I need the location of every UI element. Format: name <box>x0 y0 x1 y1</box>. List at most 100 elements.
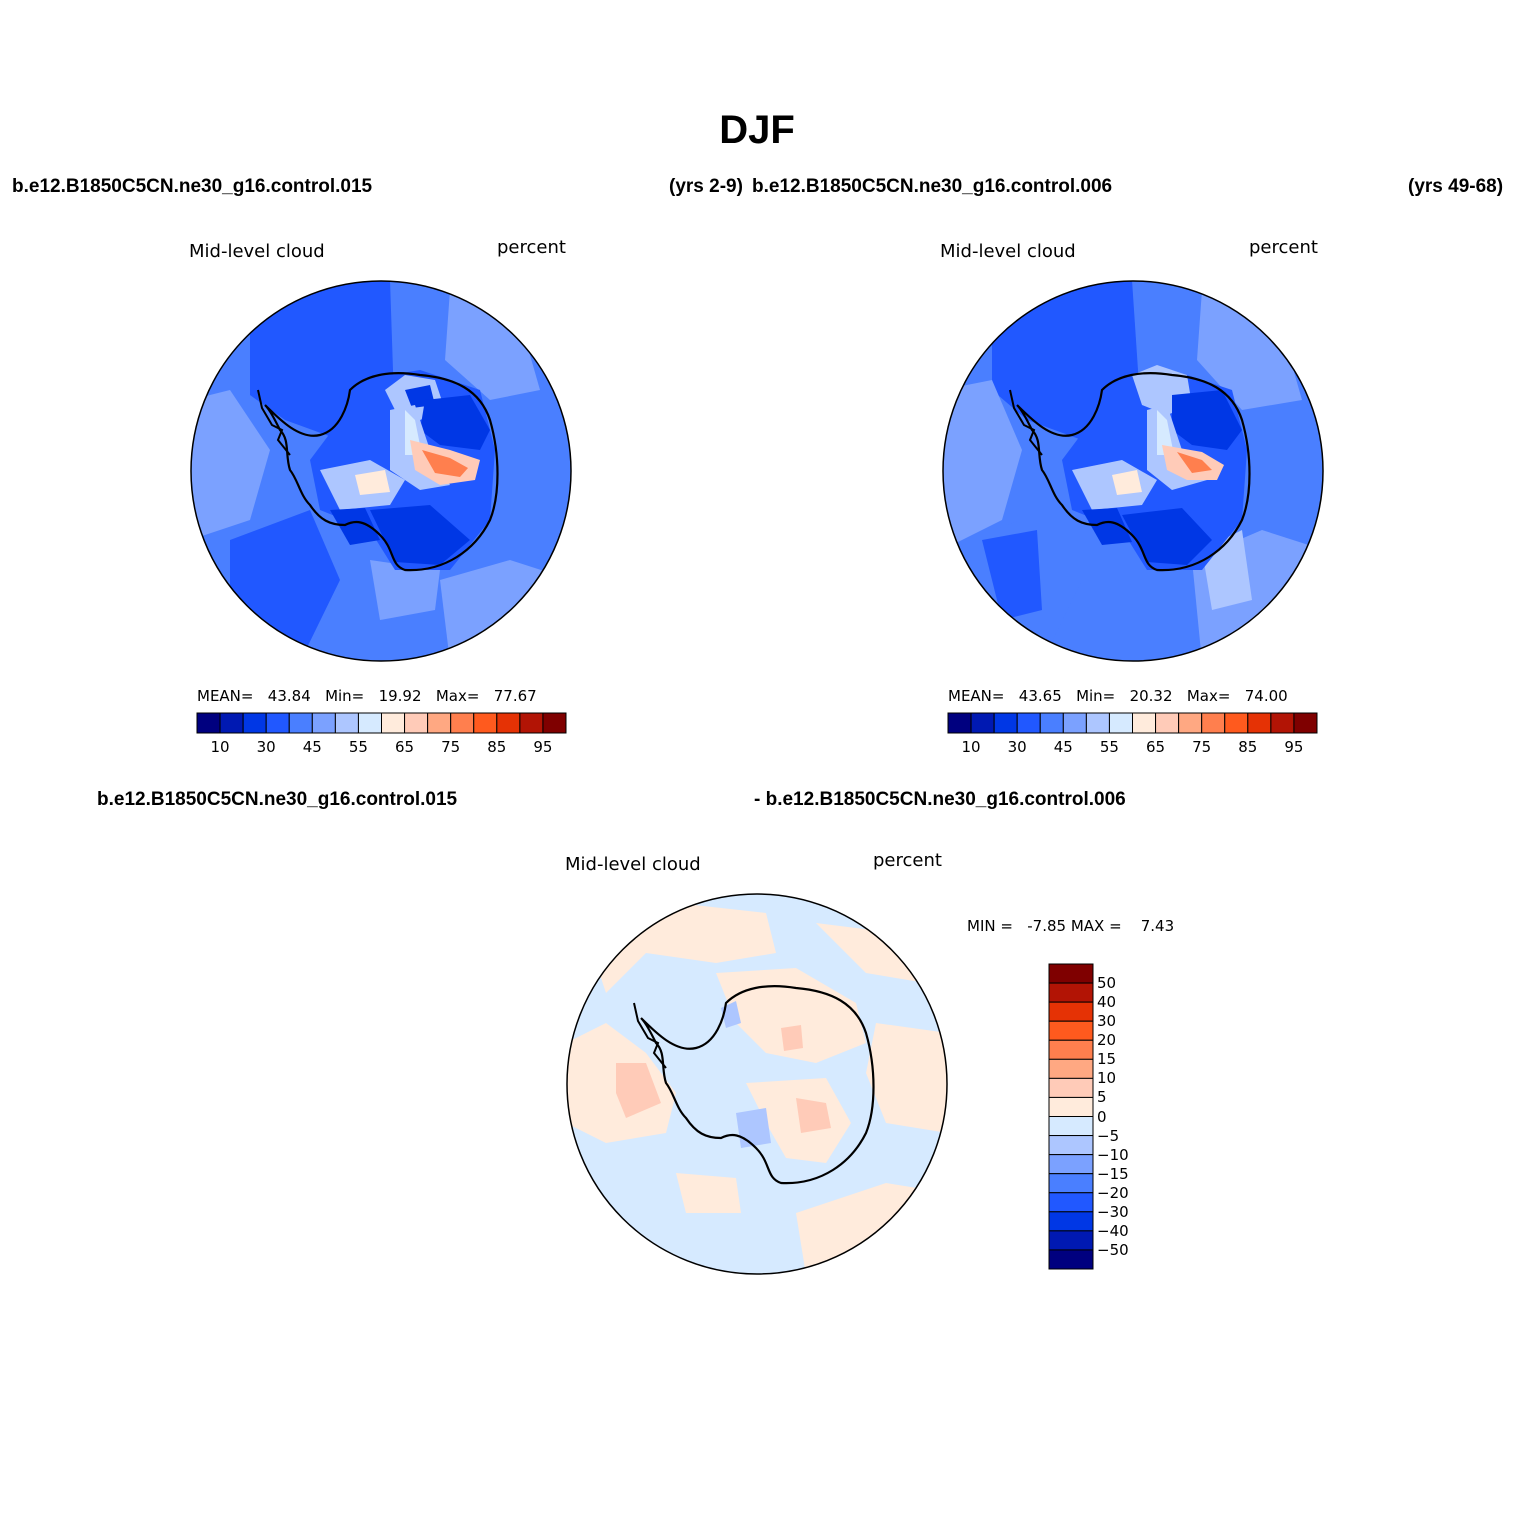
panel2-colorbar-label: 45 <box>1053 738 1073 756</box>
diff-colorbar-box <box>1048 1173 1094 1194</box>
diff-colorbar-label: 20 <box>1097 1031 1117 1050</box>
panel1-colorbar-box <box>473 712 498 734</box>
panel1-colorbar-box <box>196 712 221 734</box>
panel2-polar-map <box>942 280 1324 662</box>
panel2-colorbar-box <box>970 712 995 734</box>
panel1-units: percent <box>497 237 566 258</box>
panel2-min: 20.32 <box>1129 687 1173 705</box>
panel2-colorbar-label: 75 <box>1192 738 1212 756</box>
diff-colorbar-box <box>1048 1039 1094 1060</box>
panel1-colorbar-label: 65 <box>395 738 415 756</box>
panel1-polar-map <box>190 280 572 662</box>
diff-colorbar-box <box>1048 1211 1094 1232</box>
panel1-colorbar-box <box>404 712 429 734</box>
diff-colorbar-box <box>1048 982 1094 1003</box>
panel2-colorbar <box>947 712 1318 734</box>
panel1-colorbar-box <box>242 712 267 734</box>
panel1-min: 19.92 <box>378 687 422 705</box>
panel2-min-label: Min= <box>1076 687 1116 705</box>
panel2-colorbar-box <box>1062 712 1087 734</box>
panel2-colorbar-box <box>1132 712 1157 734</box>
diff-max-label: MAX = <box>1070 917 1122 935</box>
diff-colorbar-box <box>1048 1192 1094 1213</box>
diff-colorbar-box <box>1048 1058 1094 1079</box>
panel1-colorbar-label: 55 <box>348 738 368 756</box>
panel1-colorbar-label: 45 <box>302 738 322 756</box>
panel1-colorbar-box <box>496 712 521 734</box>
diff-case2-name: - b.e12.B1850C5CN.ne30_g16.control.006 <box>754 789 1126 810</box>
panel1-mean-label: MEAN= <box>197 687 254 705</box>
panel1-colorbar-box <box>519 712 544 734</box>
panel1-colorbar-label: 30 <box>256 738 276 756</box>
diff-colorbar-label: −15 <box>1097 1164 1129 1183</box>
panel1-colorbar-label: 75 <box>441 738 461 756</box>
panel1-colorbar-label: 85 <box>487 738 507 756</box>
case1-years: (yrs 2-9) <box>669 176 743 197</box>
diff-stats: MIN = -7.85 MAX = 7.43 <box>967 917 1174 935</box>
panel2-units: percent <box>1249 237 1318 258</box>
panel1-colorbar-box <box>265 712 290 734</box>
panel2-colorbar-label: 30 <box>1007 738 1027 756</box>
panel2-colorbar-box <box>1270 712 1295 734</box>
panel2-colorbar-box <box>1178 712 1203 734</box>
diff-polar-map <box>566 893 948 1275</box>
panel2-mean-label: MEAN= <box>948 687 1005 705</box>
diff-colorbar-label: −30 <box>1097 1202 1129 1221</box>
panel2-colorbar-label: 55 <box>1099 738 1119 756</box>
diff-colorbar-label: −5 <box>1097 1126 1120 1145</box>
diff-colorbar-label: 50 <box>1097 974 1117 993</box>
diff-min-label: MIN = <box>967 917 1013 935</box>
diff-colorbar-label: 10 <box>1097 1069 1117 1088</box>
diff-colorbar-box <box>1048 1230 1094 1251</box>
panel2-colorbar-box <box>1247 712 1272 734</box>
case1-name: b.e12.B1850C5CN.ne30_g16.control.015 <box>12 176 373 197</box>
panel1-max: 77.67 <box>493 687 537 705</box>
diff-colorbar-label: −20 <box>1097 1183 1129 1202</box>
panel2-variable: Mid-level cloud <box>940 241 1076 262</box>
panel2-colorbar-box <box>1016 712 1041 734</box>
case2-name: b.e12.B1850C5CN.ne30_g16.control.006 <box>752 176 1113 197</box>
panel2-colorbar-box <box>1201 712 1226 734</box>
panel1-variable: Mid-level cloud <box>189 241 325 262</box>
diff-colorbar-box <box>1048 1077 1094 1098</box>
panel2-mean: 43.65 <box>1018 687 1062 705</box>
panel2-colorbar-box <box>993 712 1018 734</box>
panel2-colorbar-label: 85 <box>1238 738 1258 756</box>
diff-units: percent <box>873 850 942 871</box>
diff-colorbar-box <box>1048 1096 1094 1117</box>
panel1-colorbar-box <box>219 712 244 734</box>
panel1-colorbar-box <box>357 712 382 734</box>
diff-min: -7.85 <box>1027 917 1067 935</box>
panel1-colorbar-box <box>427 712 452 734</box>
panel2-colorbar-box <box>947 712 972 734</box>
figure-title: DJF <box>719 108 795 152</box>
panel2-colorbar-label: 95 <box>1284 738 1304 756</box>
diff-colorbar-label: −50 <box>1097 1240 1129 1259</box>
diff-case1-name: b.e12.B1850C5CN.ne30_g16.control.015 <box>97 789 458 810</box>
diff-colorbar-label: 15 <box>1097 1050 1117 1069</box>
panel2-colorbar-box <box>1085 712 1110 734</box>
panel1-colorbar-box <box>450 712 475 734</box>
panel2-colorbar-box <box>1155 712 1180 734</box>
panel1-max-label: Max= <box>435 687 480 705</box>
panel2-stats: MEAN= 43.65 Min= 20.32 Max= 74.00 <box>948 687 1288 705</box>
panel1-colorbar-box <box>311 712 336 734</box>
panel1-colorbar-label: 10 <box>210 738 230 756</box>
diff-colorbar-box <box>1048 1001 1094 1022</box>
panel1-stats: MEAN= 43.84 Min= 19.92 Max= 77.67 <box>197 687 537 705</box>
diff-colorbar <box>1048 963 1094 1270</box>
diff-colorbar-label: 40 <box>1097 993 1117 1012</box>
diff-colorbar-box <box>1048 963 1094 984</box>
diff-colorbar-label: 5 <box>1097 1088 1107 1107</box>
panel2-colorbar-box <box>1293 712 1318 734</box>
panel2-max-label: Max= <box>1186 687 1231 705</box>
panel2-colorbar-label: 10 <box>961 738 981 756</box>
diff-max: 7.43 <box>1140 917 1175 935</box>
panel2-max: 74.00 <box>1244 687 1288 705</box>
diff-variable: Mid-level cloud <box>565 854 701 875</box>
panel1-colorbar-box <box>288 712 313 734</box>
panel1-mean: 43.84 <box>267 687 311 705</box>
panel1-colorbar-box <box>542 712 567 734</box>
diff-colorbar-box <box>1048 1135 1094 1156</box>
panel2-colorbar-box <box>1224 712 1249 734</box>
